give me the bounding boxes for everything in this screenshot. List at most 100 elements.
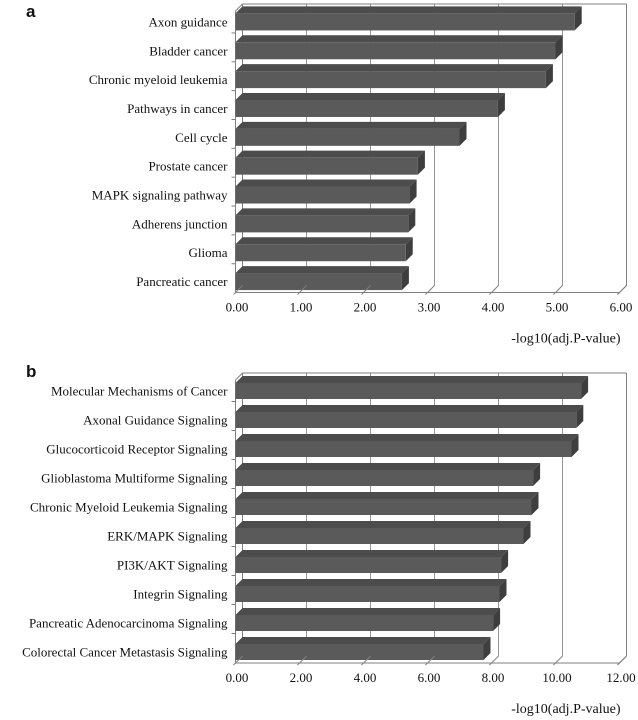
bar bbox=[235, 586, 500, 602]
bar-top-face bbox=[235, 208, 416, 216]
category-label: Colorectal Cancer Metastasis Signaling bbox=[22, 645, 228, 660]
x-tick-label: 4.00 bbox=[482, 300, 505, 315]
x-axis-tick bbox=[233, 285, 243, 295]
category-label: Pancreatic cancer bbox=[136, 274, 228, 289]
bar-end-face bbox=[533, 463, 541, 486]
bar-top-face bbox=[235, 608, 501, 615]
bar bbox=[235, 499, 532, 515]
bar-end-face bbox=[576, 405, 584, 428]
bar-top-face bbox=[235, 6, 582, 14]
category-label: Adherens junction bbox=[132, 216, 228, 231]
x-axis-tick bbox=[489, 655, 499, 666]
bar-top-face bbox=[235, 376, 589, 383]
bar-top-face bbox=[235, 405, 584, 412]
panel-a-letter: a bbox=[26, 2, 36, 21]
bar bbox=[235, 99, 498, 117]
category-label: Bladder cancer bbox=[149, 43, 228, 58]
x-tick-label: 0.00 bbox=[226, 300, 249, 315]
panel-b: b Molecular Mechanisms of Cancer Axonal G… bbox=[0, 360, 638, 720]
bar-top-face bbox=[235, 121, 467, 129]
category-label: MAPK signaling pathway bbox=[92, 188, 228, 203]
x-axis-title: -log10(adj.P-value) bbox=[511, 332, 621, 347]
x-tick-label: 6.00 bbox=[610, 300, 633, 315]
x-axis-tick bbox=[297, 285, 307, 295]
panel-a: a Axon guidance Bladder cancer Chronic mye… bbox=[26, 2, 633, 347]
x-tick-label: 0.00 bbox=[226, 670, 249, 685]
bar-end-face bbox=[555, 35, 563, 60]
panel-b-chart: Molecular Mechanisms of Cancer Axonal Gui… bbox=[22, 372, 636, 717]
x-tick-label: 10.00 bbox=[542, 670, 571, 685]
category-label: Molecular Mechanisms of Cancer bbox=[51, 384, 228, 399]
x-tick-label: 6.00 bbox=[418, 670, 441, 685]
bar-top-face bbox=[235, 237, 413, 245]
category-label: Pathways in cancer bbox=[127, 101, 228, 116]
bar-end-face bbox=[409, 179, 417, 204]
bar-top-face bbox=[235, 637, 491, 644]
bar bbox=[235, 244, 406, 262]
category-label: Integrin Signaling bbox=[133, 587, 228, 602]
bar bbox=[235, 557, 502, 573]
bar-end-face bbox=[571, 434, 579, 457]
bar bbox=[235, 383, 582, 399]
panel-a-chart: Axon guidance Bladder cancer Chronic myelo… bbox=[89, 3, 633, 347]
bar bbox=[235, 186, 410, 204]
category-label: Pancreatic Adenocarcinoma Signaling bbox=[29, 616, 228, 631]
bar-end-face bbox=[574, 6, 582, 31]
bar-top-face bbox=[235, 492, 539, 499]
x-tick-label: 1.00 bbox=[290, 300, 313, 315]
bar-end-face bbox=[497, 92, 505, 117]
bar-end-face bbox=[545, 64, 553, 89]
bar-top-face bbox=[235, 35, 563, 43]
category-label: Glioblastoma Multiforme Signaling bbox=[41, 471, 228, 486]
bar-top-face bbox=[235, 92, 505, 100]
bar-end-face bbox=[499, 579, 507, 602]
corner-top-left bbox=[235, 3, 243, 12]
bar-end-face bbox=[493, 608, 501, 631]
x-axis-tick bbox=[361, 655, 371, 666]
bar bbox=[235, 615, 494, 631]
x-tick-label: 3.00 bbox=[418, 300, 441, 315]
bar-top-face bbox=[235, 579, 507, 586]
bar bbox=[235, 71, 546, 89]
x-axis-tick bbox=[297, 655, 307, 666]
x-axis-tick bbox=[617, 285, 627, 295]
x-axis-tick bbox=[553, 655, 563, 666]
bar-top-face bbox=[235, 266, 409, 274]
bar-end-face bbox=[523, 521, 531, 544]
category-label: Axon guidance bbox=[148, 14, 227, 29]
bar bbox=[235, 157, 418, 175]
bar-top-face bbox=[235, 550, 509, 557]
x-axis-tick bbox=[489, 285, 499, 295]
category-label: PI3K/AKT Signaling bbox=[117, 558, 228, 573]
category-label: Chronic Myeloid Leukemia Signaling bbox=[30, 500, 228, 515]
x-tick-label: 12.00 bbox=[606, 670, 635, 685]
bar bbox=[235, 215, 409, 233]
corner-top-left bbox=[235, 372, 243, 381]
bar-top-face bbox=[235, 521, 531, 528]
x-axis-title: -log10(adj.P-value) bbox=[511, 702, 621, 717]
bar bbox=[235, 470, 534, 486]
x-axis-tick bbox=[617, 655, 627, 666]
panel-b-letter: b bbox=[26, 362, 37, 381]
x-axis-tick bbox=[361, 285, 371, 295]
bar-top-face bbox=[235, 463, 541, 470]
category-label: Glucocorticoid Receptor Signaling bbox=[46, 442, 228, 457]
bar-end-face bbox=[531, 492, 539, 515]
bar bbox=[235, 128, 460, 146]
bar-end-face bbox=[483, 637, 491, 660]
bar bbox=[235, 273, 402, 291]
bar-top-face bbox=[235, 64, 553, 72]
bar-top-face bbox=[235, 179, 417, 187]
x-tick-label: 4.00 bbox=[354, 670, 377, 685]
x-tick-label: 8.00 bbox=[482, 670, 505, 685]
bar bbox=[235, 441, 572, 457]
x-axis-tick bbox=[233, 655, 243, 666]
bar-end-face bbox=[401, 266, 409, 291]
bar-end-face bbox=[405, 237, 413, 262]
bar bbox=[235, 644, 484, 660]
bar bbox=[235, 412, 577, 428]
x-axis-tick bbox=[553, 285, 563, 295]
x-tick-label: 2.00 bbox=[290, 670, 313, 685]
category-label: Prostate cancer bbox=[148, 159, 228, 174]
